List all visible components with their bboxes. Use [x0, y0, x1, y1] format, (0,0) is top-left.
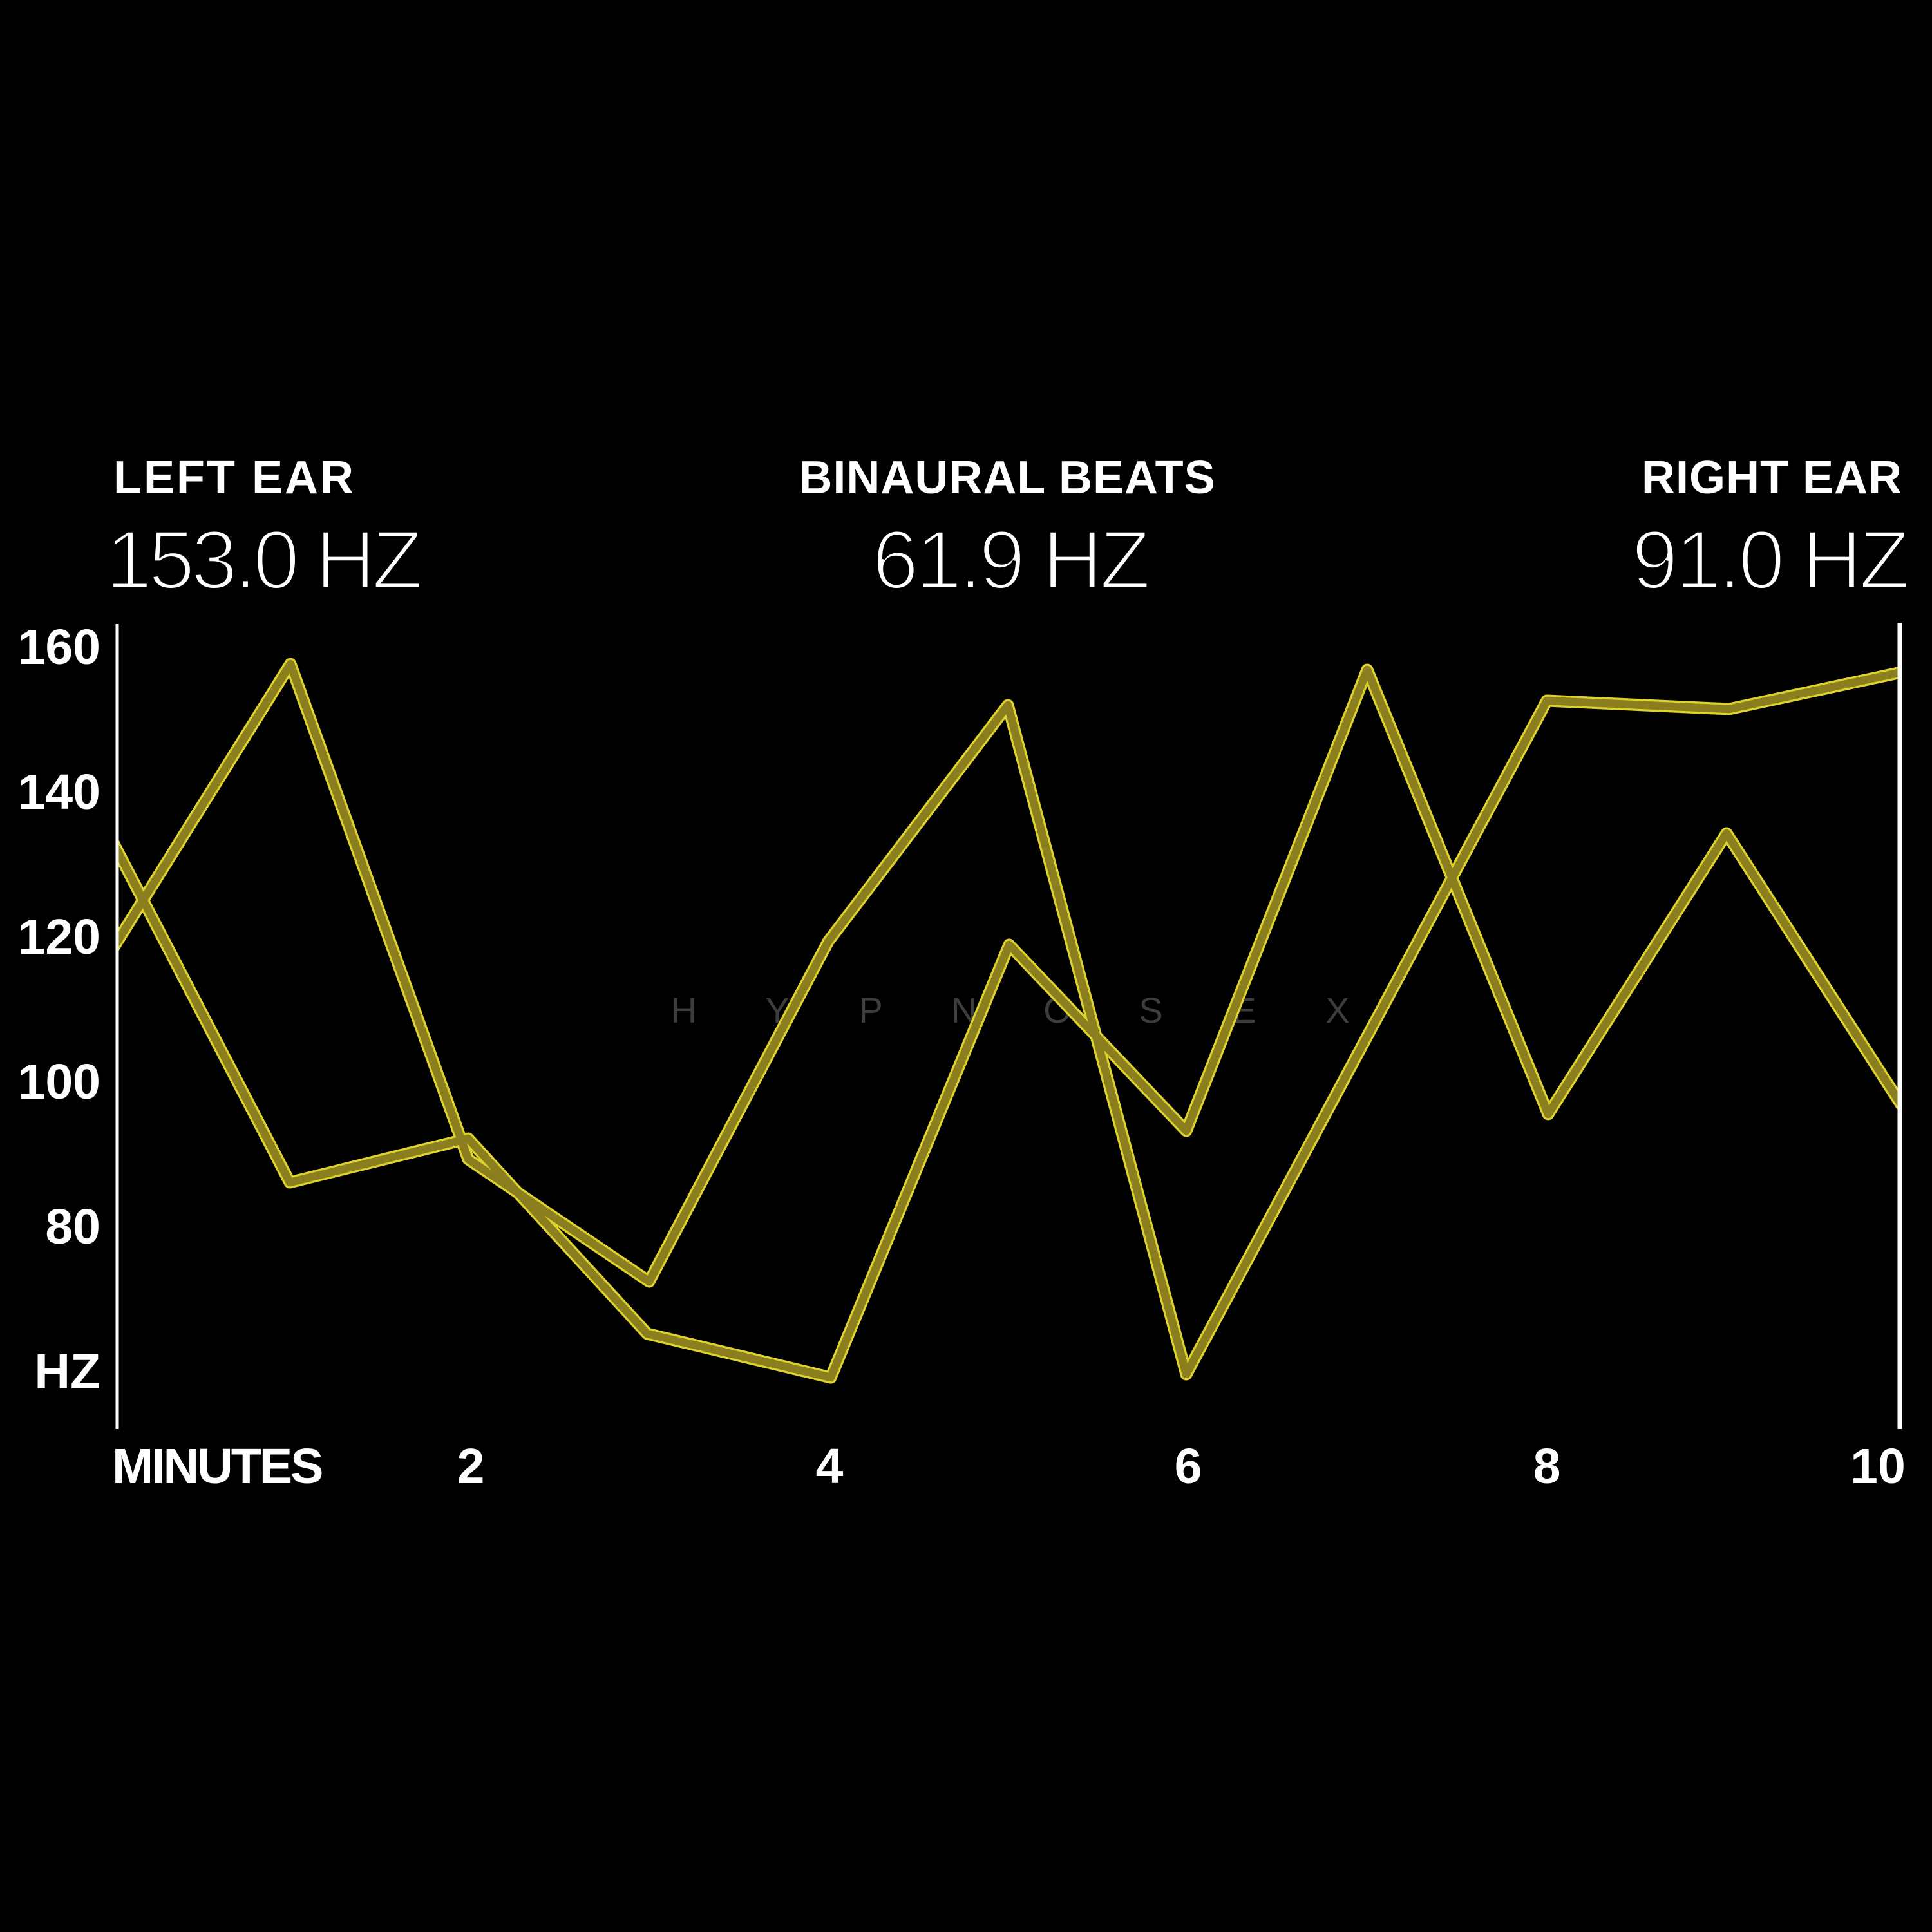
svg-text:8: 8	[1533, 1439, 1561, 1494]
svg-text:61.9 HZ: 61.9 HZ	[872, 513, 1148, 607]
svg-text:100: 100	[18, 1054, 100, 1110]
svg-text:S: S	[1139, 990, 1162, 1030]
svg-text:160: 160	[18, 620, 100, 675]
svg-text:MINUTES: MINUTES	[112, 1439, 322, 1494]
svg-text:80: 80	[45, 1199, 100, 1255]
svg-text:HZ: HZ	[34, 1344, 100, 1399]
svg-text:140: 140	[18, 764, 100, 820]
svg-text:P: P	[858, 990, 882, 1030]
svg-text:X: X	[1325, 990, 1349, 1030]
svg-text:BINAURAL BEATS: BINAURAL BEATS	[799, 452, 1215, 504]
svg-text:10: 10	[1850, 1439, 1906, 1494]
svg-text:LEFT EAR: LEFT EAR	[113, 452, 355, 504]
svg-text:153.0 HZ: 153.0 HZ	[106, 513, 421, 607]
svg-text:RIGHT EAR: RIGHT EAR	[1642, 452, 1902, 504]
svg-text:91.0 HZ: 91.0 HZ	[1632, 513, 1908, 607]
svg-text:4: 4	[816, 1439, 844, 1494]
svg-text:H: H	[671, 990, 697, 1030]
svg-text:6: 6	[1175, 1439, 1202, 1494]
svg-text:2: 2	[457, 1439, 485, 1494]
svg-text:120: 120	[18, 909, 100, 965]
